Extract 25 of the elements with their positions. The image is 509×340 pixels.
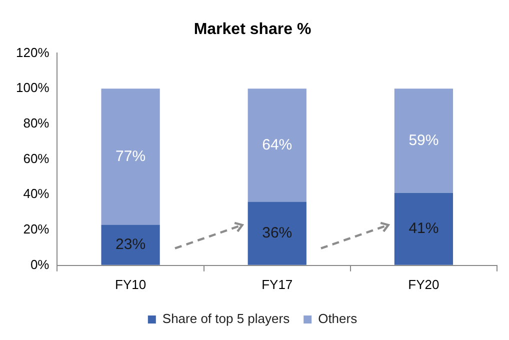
data-label: 36% — [262, 224, 292, 242]
x-tick-label: FY20 — [408, 276, 440, 292]
x-tick-label: FY10 — [115, 276, 146, 292]
y-tick-label: 40% — [23, 186, 50, 202]
y-tick-label: 20% — [23, 222, 50, 237]
y-tick-label: 0% — [30, 256, 50, 272]
data-label: 41% — [408, 220, 439, 238]
bar — [101, 224, 160, 265]
data-label: 23% — [116, 236, 146, 253]
bar — [248, 88, 306, 202]
y-tick-label: 120% — [16, 44, 50, 60]
legend-label: Share of top 5 players — [162, 311, 290, 326]
y-tick-label: 60% — [23, 150, 50, 166]
y-tick-label: 80% — [23, 116, 50, 131]
data-label: 77% — [116, 148, 146, 165]
bar — [248, 202, 306, 265]
data-label: 64% — [262, 136, 292, 154]
x-tick-label: FY17 — [262, 276, 293, 292]
legend-label: Others — [318, 311, 358, 326]
data-label: 59% — [408, 132, 439, 149]
bar — [394, 88, 454, 193]
chart-title: Market share % — [194, 21, 312, 38]
bar — [101, 88, 160, 225]
bar — [394, 192, 454, 265]
y-tick-label: 100% — [16, 80, 50, 96]
